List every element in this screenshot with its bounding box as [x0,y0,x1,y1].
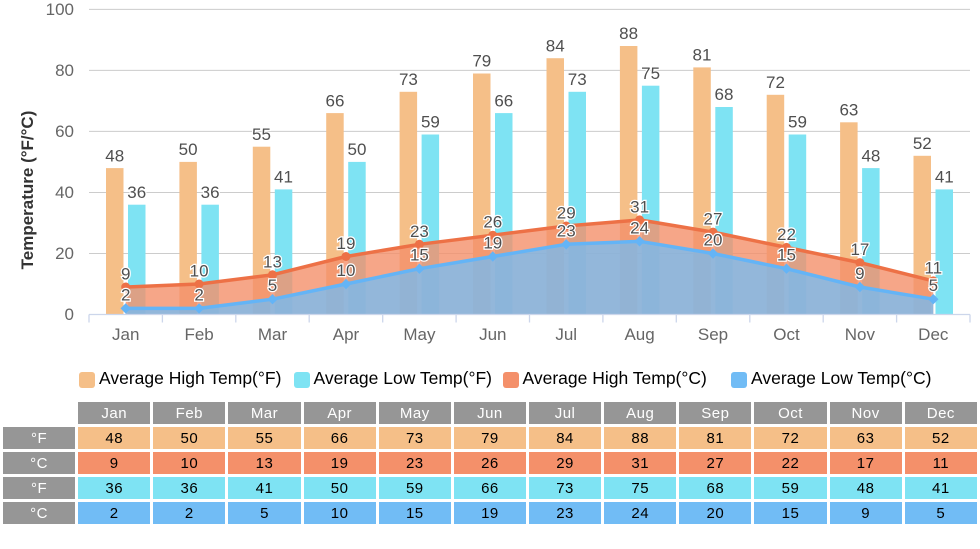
svg-text:5: 5 [929,276,938,295]
svg-text:84: 84 [546,36,565,55]
svg-text:Sep: Sep [698,325,728,344]
svg-text:63: 63 [839,101,858,120]
svg-text:0: 0 [65,305,74,324]
svg-text:Aug: Aug [624,325,654,344]
svg-text:55: 55 [252,125,271,144]
svg-text:59: 59 [421,113,440,132]
svg-text:10: 10 [190,262,209,281]
svg-text:9: 9 [121,265,130,284]
svg-text:20: 20 [55,244,74,263]
svg-text:27: 27 [704,210,723,229]
svg-text:100: 100 [46,0,74,19]
svg-text:22: 22 [777,225,796,244]
svg-text:29: 29 [557,204,576,223]
svg-text:88: 88 [619,24,638,43]
svg-text:19: 19 [483,234,502,253]
svg-text:2: 2 [121,285,130,304]
svg-text:9: 9 [855,264,864,283]
svg-text:48: 48 [105,146,124,165]
svg-text:40: 40 [55,183,74,202]
svg-text:75: 75 [641,64,660,83]
svg-text:68: 68 [715,85,734,104]
svg-text:May: May [403,325,436,344]
svg-text:79: 79 [472,52,491,71]
svg-text:Jun: Jun [479,325,506,344]
svg-text:Feb: Feb [184,325,213,344]
svg-text:23: 23 [410,222,429,241]
svg-text:31: 31 [630,197,649,216]
svg-text:20: 20 [704,231,723,250]
svg-text:26: 26 [483,213,502,232]
svg-text:41: 41 [935,168,954,187]
svg-text:41: 41 [274,168,293,187]
svg-text:5: 5 [268,276,277,295]
svg-text:13: 13 [263,252,282,271]
svg-text:Oct: Oct [773,325,800,344]
svg-text:Jan: Jan [112,325,139,344]
svg-text:11: 11 [924,258,942,277]
svg-text:Temperature (°F/°C): Temperature (°F/°C) [18,111,37,270]
svg-text:50: 50 [348,140,367,159]
svg-text:80: 80 [55,61,74,80]
svg-text:15: 15 [410,246,429,265]
svg-text:Nov: Nov [845,325,876,344]
svg-text:23: 23 [557,221,576,240]
svg-text:36: 36 [201,183,220,202]
svg-text:Dec: Dec [918,325,949,344]
svg-text:17: 17 [850,240,869,259]
svg-text:15: 15 [777,246,796,265]
svg-text:59: 59 [788,113,807,132]
svg-text:Mar: Mar [258,325,288,344]
svg-text:19: 19 [337,234,356,253]
svg-text:66: 66 [326,91,345,110]
svg-text:24: 24 [630,218,649,237]
svg-text:Apr: Apr [333,325,360,344]
svg-text:66: 66 [494,91,513,110]
svg-text:10: 10 [337,261,356,280]
svg-text:2: 2 [194,285,203,304]
svg-text:81: 81 [693,46,712,65]
svg-text:73: 73 [399,70,418,89]
svg-text:50: 50 [179,140,198,159]
svg-text:48: 48 [861,146,880,165]
svg-text:36: 36 [127,183,146,202]
svg-text:60: 60 [55,122,74,141]
svg-text:52: 52 [913,134,932,153]
svg-text:73: 73 [568,70,587,89]
svg-text:72: 72 [766,73,785,92]
svg-text:Jul: Jul [555,325,577,344]
